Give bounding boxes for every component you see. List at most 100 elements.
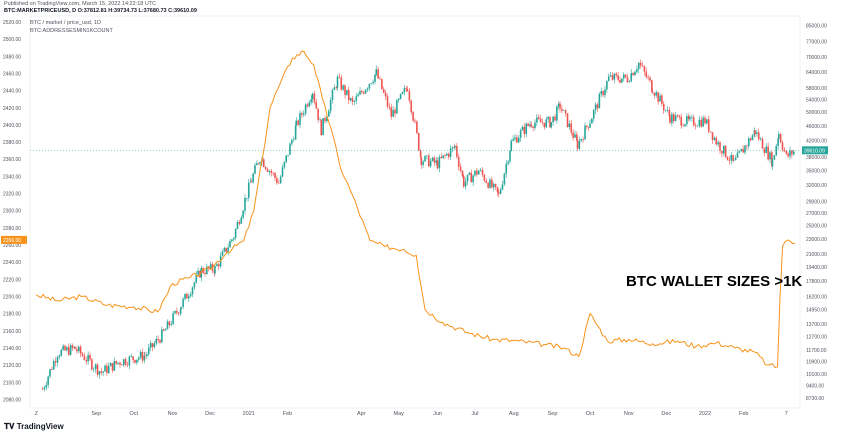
candle-body [534, 122, 536, 128]
candle [481, 167, 484, 178]
candle-body [749, 138, 752, 141]
candle [62, 344, 64, 351]
candle-body [461, 170, 464, 177]
candle-body [552, 116, 554, 123]
candle-body [153, 343, 156, 348]
candle-body [297, 120, 299, 125]
candle-body [124, 359, 127, 365]
candle-body [789, 150, 791, 157]
candle-body [375, 69, 378, 75]
candle-body [607, 76, 610, 82]
candle-body [787, 153, 789, 157]
candle-body [477, 170, 480, 175]
candle [783, 147, 786, 153]
candle [126, 361, 129, 368]
candle-body [119, 362, 121, 365]
candle [71, 343, 74, 352]
candle [168, 320, 171, 328]
candle-body [207, 266, 210, 269]
time-tick-label: Jul [471, 411, 478, 417]
candle [397, 97, 400, 103]
candle-body [433, 157, 436, 163]
time-tick-label: Jun [433, 411, 442, 417]
candle [162, 328, 165, 332]
left-tick-label: 2500.00 [3, 37, 21, 43]
candle [519, 128, 522, 142]
candle [197, 267, 199, 277]
candle [338, 73, 341, 79]
candle [552, 116, 554, 126]
candle [304, 103, 307, 117]
candle [619, 76, 621, 84]
candle [357, 92, 359, 97]
candle-body [453, 146, 456, 148]
candle-body [732, 160, 735, 161]
left-axis: 2080.00 2100.00 2120.00 2140.00 2160.00 2180.… [3, 20, 21, 403]
candle-body [272, 172, 274, 174]
candle [270, 168, 273, 177]
candle-body [231, 239, 233, 242]
candle-body [184, 293, 186, 299]
published-note: Published on TradingView.com, March 15, … [4, 1, 157, 7]
candle [355, 93, 358, 105]
candle-body [76, 349, 78, 352]
candle [580, 138, 583, 143]
candle-body [454, 145, 456, 148]
left-tick-label: 2480.00 [3, 54, 21, 60]
candle-body [632, 72, 634, 76]
candle [709, 131, 712, 134]
candle [726, 156, 729, 161]
candle [424, 155, 426, 163]
time-tick-label: Feb [283, 411, 292, 417]
price-badge-bg [802, 146, 828, 155]
candle [206, 263, 208, 276]
legend-address-series[interactable]: BTC:ADDRESSESMIN1KCOUNT [30, 28, 113, 34]
candle [666, 105, 669, 113]
left-tick-label: 2220.00 [3, 277, 21, 283]
right-tick-label: 8730.00 [806, 396, 824, 402]
time-tick-label: Z [35, 411, 39, 417]
candle-body [232, 237, 235, 240]
candle-body [104, 365, 106, 372]
right-tick-label: 10900.00 [806, 359, 827, 365]
candle-body [264, 166, 267, 169]
legend-price-series[interactable]: BTC / market / price_usd, 1D [30, 20, 101, 26]
candle [394, 107, 396, 118]
candle-body [557, 103, 560, 107]
candle-body [497, 192, 500, 194]
candle-body [668, 109, 671, 117]
candle [102, 371, 104, 377]
candle [177, 312, 180, 316]
candle-body [559, 103, 561, 109]
candle [276, 175, 278, 185]
candle [503, 172, 506, 186]
candle [262, 157, 265, 168]
candle [687, 113, 690, 122]
candle [202, 266, 204, 275]
candle-body [576, 134, 578, 141]
candle-body [225, 247, 228, 252]
candle [738, 150, 741, 154]
candle-body [121, 364, 123, 366]
candle [408, 87, 411, 104]
candle-body [51, 369, 53, 370]
candle-body [499, 189, 502, 194]
candle-body [541, 122, 544, 123]
tradingview-logo[interactable]: 𝐓𝐕 TradingView [4, 422, 64, 432]
candle [757, 128, 760, 141]
candle [791, 149, 793, 159]
candle [609, 72, 612, 78]
candle-body [561, 108, 563, 111]
right-tick-label: 14950.00 [806, 308, 827, 314]
candle-body [392, 109, 394, 117]
candle-body [292, 139, 295, 141]
candle [297, 119, 299, 127]
candle [426, 155, 428, 160]
candle [582, 136, 584, 143]
candle-body [326, 116, 328, 122]
candle [124, 357, 127, 367]
candle-body [144, 355, 146, 357]
candle [388, 102, 391, 111]
candle-body [509, 150, 511, 162]
